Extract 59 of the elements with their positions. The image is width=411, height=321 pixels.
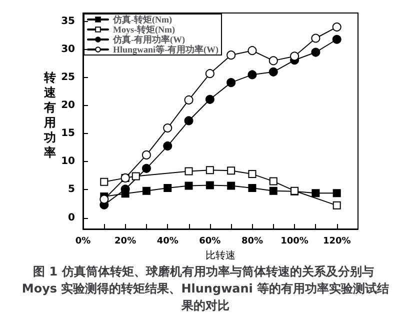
x-tick-label: 20% — [114, 236, 136, 246]
y-tick-label: 20 — [61, 100, 76, 112]
point — [332, 201, 341, 210]
point — [290, 52, 300, 61]
point — [268, 56, 278, 66]
point — [332, 189, 341, 198]
point — [206, 166, 214, 174]
x-tick-label: 40% — [156, 236, 178, 246]
point — [100, 194, 109, 204]
y-tick-label: 5 — [68, 184, 76, 196]
x-axis-title: 比转速 — [206, 249, 236, 262]
point — [184, 116, 194, 126]
x-tick-label: 120% — [322, 236, 351, 246]
point — [311, 48, 320, 57]
y-tick-label: 0 — [68, 212, 76, 224]
legend-label: 仿真-转矩(Nm) — [112, 14, 172, 24]
point — [227, 182, 236, 190]
y-axis-title: 转速有用功率 — [43, 70, 57, 160]
x-tick-label: 60% — [199, 236, 221, 246]
point — [312, 189, 320, 198]
y-tick-label: 30 — [61, 44, 76, 55]
point — [205, 94, 214, 104]
point — [184, 182, 193, 190]
point — [132, 172, 140, 180]
text: 图 1 仿真筒体转矩、球磨机有用功率与筒体转速的关系及分别与 Moys 实验测得的转矩结果、Hlungwani 等的有用功率实验测试结果的对比 — [22, 264, 390, 312]
point — [332, 22, 342, 32]
x-tick-label: 0% — [75, 236, 91, 246]
point — [184, 167, 193, 176]
point — [100, 178, 108, 186]
point — [248, 46, 257, 56]
point — [332, 34, 342, 44]
point — [269, 186, 278, 195]
y-tick-label: 35 — [61, 16, 76, 27]
legend-label: 仿真-有用功率(W) — [112, 34, 185, 44]
point — [184, 95, 194, 104]
point — [269, 177, 278, 186]
point — [206, 181, 214, 190]
x-tick-label: 80% — [241, 236, 264, 246]
y-tick-label: 10 — [61, 156, 76, 168]
point — [226, 78, 236, 88]
y-tick-label: 15 — [61, 128, 76, 140]
point — [142, 150, 151, 160]
x-tick-label: 100% — [280, 236, 308, 246]
point — [248, 170, 256, 178]
legend-label: Moys-转矩(Nm) — [113, 24, 175, 34]
point — [205, 69, 214, 78]
point — [163, 124, 172, 133]
point — [142, 164, 151, 173]
point — [248, 70, 257, 80]
y-tick-label: 25 — [61, 72, 76, 84]
point — [142, 186, 150, 195]
point — [164, 184, 172, 192]
point — [226, 50, 236, 60]
point — [227, 166, 236, 175]
point — [311, 34, 320, 43]
legend-label: Hlungwani等-有用功率(W) — [113, 44, 219, 54]
point — [163, 141, 172, 150]
point — [248, 184, 256, 192]
point — [268, 67, 278, 76]
